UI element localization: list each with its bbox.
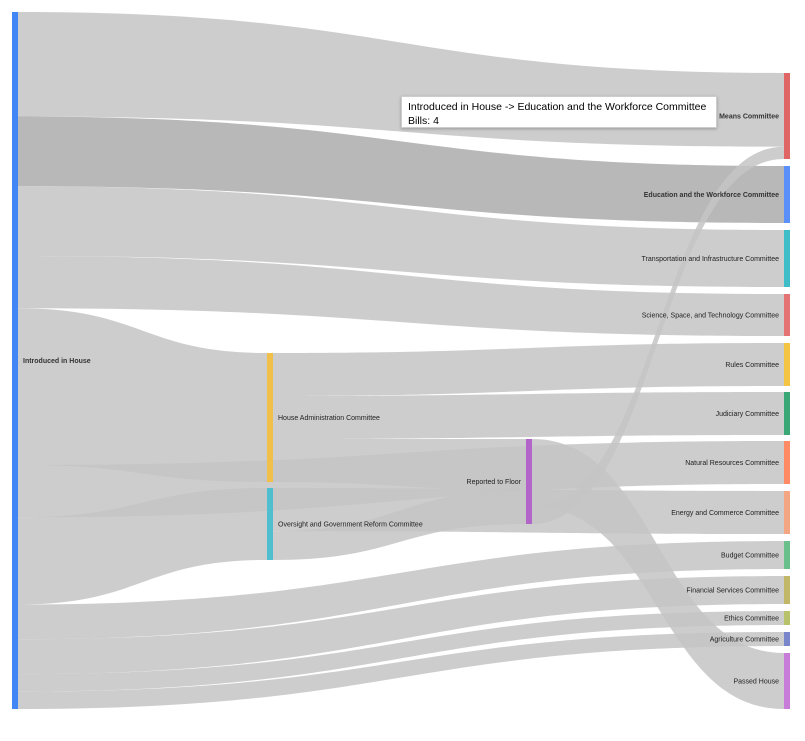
node-transport[interactable] bbox=[784, 230, 790, 287]
sankey-nodes bbox=[12, 12, 790, 709]
link-reported-to-ways_means[interactable] bbox=[532, 146, 784, 524]
link-introduced-to-ethics[interactable] bbox=[18, 611, 784, 692]
link-introduced-to-science[interactable] bbox=[18, 255, 784, 336]
node-introduced[interactable] bbox=[12, 12, 18, 709]
node-ethics[interactable] bbox=[784, 611, 790, 625]
link-reported-to-passed[interactable] bbox=[532, 439, 784, 709]
node-reported[interactable] bbox=[526, 439, 532, 524]
tooltip-title: Introduced in House -> Education and the… bbox=[408, 101, 707, 113]
node-label-budget: Budget Committee bbox=[721, 553, 779, 560]
node-science[interactable] bbox=[784, 294, 790, 336]
node-passed[interactable] bbox=[784, 653, 790, 709]
node-agriculture[interactable] bbox=[784, 632, 790, 646]
node-financial[interactable] bbox=[784, 576, 790, 604]
node-label-agriculture: Agriculture Committee bbox=[710, 637, 779, 644]
node-house_admin[interactable] bbox=[267, 353, 273, 482]
link-introduced-to-house_admin[interactable] bbox=[18, 308, 267, 482]
node-budget[interactable] bbox=[784, 541, 790, 569]
node-label-natural: Natural Resources Committee bbox=[685, 460, 779, 467]
link-house_admin-to-judiciary[interactable] bbox=[273, 392, 784, 439]
node-education[interactable] bbox=[784, 166, 790, 223]
link-introduced-to-budget[interactable] bbox=[18, 541, 784, 640]
node-label-judiciary: Judiciary Committee bbox=[716, 411, 780, 418]
node-label-ethics: Ethics Committee bbox=[724, 616, 779, 623]
node-label-ways_means: Ways and Means Committee bbox=[685, 114, 779, 121]
link-oversight-to-reported[interactable] bbox=[273, 490, 526, 560]
node-label-reported: Reported to Floor bbox=[467, 479, 522, 486]
link-introduced-to-financial[interactable] bbox=[18, 576, 784, 675]
node-judiciary[interactable] bbox=[784, 392, 790, 435]
node-label-oversight: Oversight and Government Reform Committe… bbox=[278, 522, 423, 529]
node-label-education: Education and the Workforce Committee bbox=[644, 192, 779, 199]
node-label-passed: Passed House bbox=[733, 679, 779, 686]
link-house_admin-to-rules[interactable] bbox=[273, 343, 784, 396]
node-label-rules: Rules Committee bbox=[725, 362, 779, 369]
link-introduced-to-agriculture[interactable] bbox=[18, 632, 784, 709]
node-oversight[interactable] bbox=[267, 488, 273, 560]
node-label-house_admin: House Administration Committee bbox=[278, 415, 380, 422]
node-label-introduced: Introduced in House bbox=[23, 358, 91, 365]
tooltip-value: Bills: 4 bbox=[408, 115, 439, 127]
node-label-science: Science, Space, and Technology Committee bbox=[642, 313, 779, 320]
link-house_admin-to-reported[interactable] bbox=[273, 439, 526, 490]
sankey-labels: Introduced in House House Administration … bbox=[23, 114, 779, 686]
node-rules[interactable] bbox=[784, 343, 790, 386]
node-label-financial: Financial Services Committee bbox=[686, 588, 779, 595]
link-tooltip: Introduced in House -> Education and the… bbox=[401, 96, 717, 128]
node-ways_means[interactable] bbox=[784, 73, 790, 159]
node-energy[interactable] bbox=[784, 491, 790, 534]
node-label-transport: Transportation and Infrastructure Commit… bbox=[642, 256, 780, 263]
node-natural[interactable] bbox=[784, 441, 790, 484]
link-introduced-to-transport[interactable] bbox=[18, 186, 784, 287]
link-introduced-to-oversight[interactable] bbox=[18, 488, 267, 605]
link-introduced-to-education[interactable] bbox=[18, 116, 784, 223]
node-label-energy: Energy and Commerce Committee bbox=[671, 510, 779, 517]
